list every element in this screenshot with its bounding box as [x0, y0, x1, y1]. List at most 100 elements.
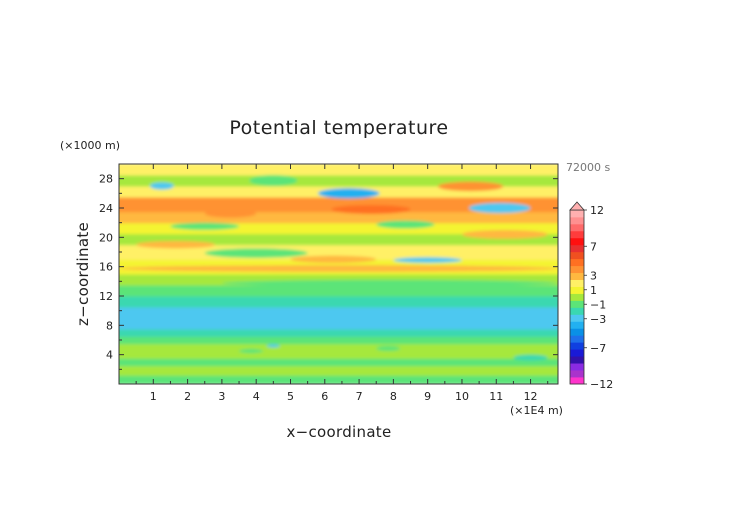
x-tick-label: 4	[253, 390, 260, 403]
colorbar-swatch	[570, 286, 584, 294]
heatmap-band	[119, 284, 558, 297]
heatmap-band	[119, 343, 558, 352]
x-tick-label: 3	[218, 390, 225, 403]
x-axis: 1 2 3 4 5 6 7 8 9 10 11 12	[135, 164, 549, 403]
colorbar-label: 7	[590, 240, 597, 253]
heatmap-feature	[393, 257, 462, 264]
colorbar-swatch	[570, 258, 584, 267]
colorbar-swatch	[570, 293, 584, 301]
heatmap-band	[119, 350, 558, 359]
y-tick-label: 16	[99, 261, 113, 274]
colorbar	[569, 201, 585, 385]
heatmap-band	[119, 335, 558, 345]
x-tick-label: 6	[321, 390, 328, 403]
heatmap-feature	[376, 220, 435, 229]
colorbar-swatch	[570, 335, 584, 343]
heatmap-feature	[149, 182, 174, 190]
heatmap-feature	[204, 248, 308, 258]
heatmap-band	[119, 374, 558, 384]
colorbar-swatch	[570, 244, 584, 253]
heatmap-band	[119, 164, 558, 176]
colorbar-swatch	[570, 216, 584, 225]
x-axis-label: x−coordinate	[286, 423, 391, 441]
heatmap-feature	[376, 345, 401, 351]
x-tick-label: 12	[524, 390, 538, 403]
heatmap-feature	[331, 205, 411, 214]
plot-area	[119, 164, 558, 384]
colorbar-swatch	[570, 210, 584, 218]
colorbar-swatch	[570, 377, 584, 385]
colorbar-swatch	[570, 349, 584, 357]
x-tick-label: 9	[424, 390, 431, 403]
heatmap-feature	[290, 255, 377, 263]
y-tick-label: 24	[99, 202, 113, 215]
colorbar-swatch	[570, 342, 584, 350]
colorbar-swatch	[570, 356, 584, 364]
heatmap-feature	[461, 230, 548, 239]
y-axis-unit: (×1000 m)	[60, 139, 120, 152]
chart-title: Potential temperature	[229, 117, 448, 139]
time-label: 72000 s	[566, 161, 610, 174]
colorbar-swatch	[570, 279, 584, 287]
heatmap-band	[119, 233, 558, 246]
colorbar-swatch	[570, 237, 584, 246]
x-tick-label: 1	[150, 390, 157, 403]
heatmap-band	[119, 306, 558, 330]
heatmap-field	[119, 164, 558, 384]
x-tick-label: 8	[390, 390, 397, 403]
colorbar-swatch	[570, 272, 584, 280]
colorbar-swatch	[570, 230, 584, 239]
y-tick-label: 4	[106, 349, 113, 362]
colorbar-label: 12	[590, 204, 604, 217]
heatmap-feature	[170, 222, 240, 230]
colorbar-swatch	[570, 265, 584, 274]
x-tick-label: 5	[287, 390, 294, 403]
colorbar-swatch	[570, 370, 584, 378]
colorbar-label: −1	[590, 298, 606, 311]
y-tick-label: 12	[99, 290, 113, 303]
heatmap-band	[119, 196, 558, 213]
heatmap-band	[119, 328, 558, 337]
colorbar-swatch	[570, 314, 584, 322]
colorbar-swatch	[570, 300, 584, 308]
x-tick-label: 7	[356, 390, 363, 403]
y-tick-label: 20	[99, 231, 113, 244]
x-tick-label: 11	[489, 390, 503, 403]
colorbar-label: −7	[590, 342, 606, 355]
heatmap-feature	[119, 199, 188, 209]
heatmap-feature	[437, 181, 504, 192]
colorbar-label: −12	[590, 378, 613, 391]
y-tick-label: 8	[106, 319, 113, 332]
colorbar-swatch	[570, 321, 584, 329]
heatmap-feature	[204, 209, 257, 218]
heatmap-band	[119, 357, 558, 367]
y-axis-label: z−coordinate	[74, 222, 92, 326]
heatmap-feature	[119, 265, 558, 272]
heatmap-feature	[468, 202, 531, 214]
colorbar-label: −3	[590, 313, 606, 326]
colorbar-extend-arrow	[569, 201, 585, 211]
heatmap-feature	[317, 188, 380, 199]
colorbar-swatch	[570, 328, 584, 336]
colorbar-swatch	[570, 251, 584, 260]
heatmap-feature	[266, 344, 281, 348]
colorbar-labels: 12 7 3 1−1 −3 −7 −12	[584, 204, 613, 391]
heatmap-band	[119, 365, 558, 376]
colorbar-label: 1	[590, 284, 597, 297]
y-axis: 4 8 12 16 20 24 28	[99, 173, 558, 370]
colorbar-swatch	[570, 223, 584, 232]
heatmap-feature	[249, 175, 298, 186]
colorbar-label: 3	[590, 269, 597, 282]
x-tick-label: 2	[184, 390, 191, 403]
colorbar-swatch	[570, 307, 584, 315]
heatmap-band	[119, 295, 558, 308]
x-tick-label: 10	[455, 390, 469, 403]
heatmap-feature	[221, 279, 558, 287]
heatmap-feature	[239, 348, 264, 354]
x-axis-unit: (×1E4 m)	[510, 404, 563, 417]
heatmap-feature	[136, 241, 216, 249]
y-tick-label: 28	[99, 173, 113, 186]
heatmap-feature	[513, 354, 548, 361]
colorbar-swatch	[570, 363, 584, 371]
